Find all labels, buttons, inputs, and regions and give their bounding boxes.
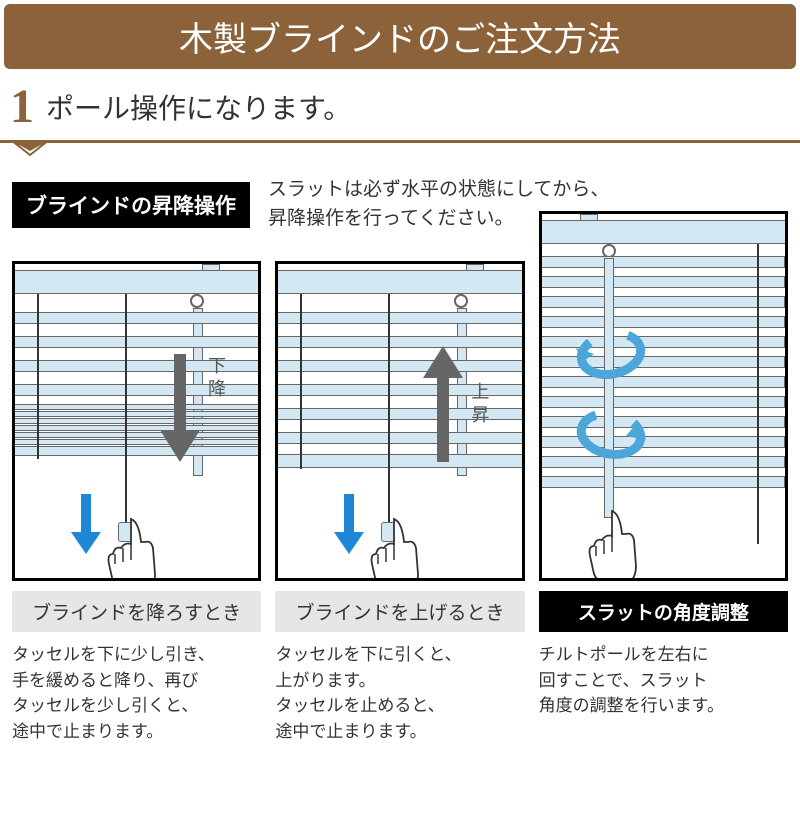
- panel-desc: タッセルを下に少し引き、 手を緩めると降り、再び タッセルを少し引くと、 途中で…: [12, 642, 261, 744]
- step-header: 1 ポール操作になります。: [0, 73, 800, 143]
- panel-lower: 下 降 ブラインドを降ろすとき タッセルを下に少し引き、 手を緩めると降り、再び…: [12, 261, 261, 744]
- hand-icon: [582, 506, 642, 581]
- down-arrow-icon: [160, 354, 200, 464]
- arrow-label: 下 降: [203, 356, 229, 397]
- step-number: 1: [10, 79, 34, 134]
- panel-tilt: スラットの角度調整 チルトポールを左右に 回すことで、スラット 角度の調整を行い…: [539, 261, 788, 744]
- hand-icon: [101, 514, 161, 581]
- step-text: ポール操作になります。: [46, 87, 351, 127]
- panel-raise: 上 昇 ブラインドを上げるとき タッセルを下に引くと、 上がります。 タッセルを…: [275, 261, 524, 744]
- illustration-lower: 下 降: [12, 261, 261, 581]
- operation-label: ブラインドの昇降操作: [12, 182, 250, 228]
- illustration-raise: 上 昇: [275, 261, 524, 581]
- panel-caption: ブラインドを降ろすとき: [12, 591, 261, 632]
- panel-caption: スラットの角度調整: [539, 591, 788, 632]
- rotate-arrows-icon: [574, 314, 648, 484]
- panel-caption: ブラインドを上げるとき: [275, 591, 524, 632]
- blue-down-arrow-icon: [334, 494, 364, 556]
- banner-title: 木製ブラインドのご注文方法: [179, 21, 621, 59]
- panels-row: 下 降 ブラインドを降ろすとき タッセルを下に少し引き、 手を緩めると降り、再び…: [0, 261, 800, 744]
- up-arrow-icon: [423, 346, 463, 464]
- page-banner: 木製ブラインドのご注文方法: [4, 4, 796, 69]
- panel-desc: タッセルを下に引くと、 上がります。 タッセルを止めると、 途中で止まります。: [275, 642, 524, 744]
- panel-desc: チルトポールを左右に 回すことで、スラット 角度の調整を行います。: [539, 642, 788, 719]
- down-triangle-icon: [12, 141, 48, 157]
- hand-icon: [364, 514, 424, 581]
- arrow-label: 上 昇: [466, 382, 492, 423]
- blue-down-arrow-icon: [71, 494, 101, 556]
- illustration-tilt: [539, 211, 788, 581]
